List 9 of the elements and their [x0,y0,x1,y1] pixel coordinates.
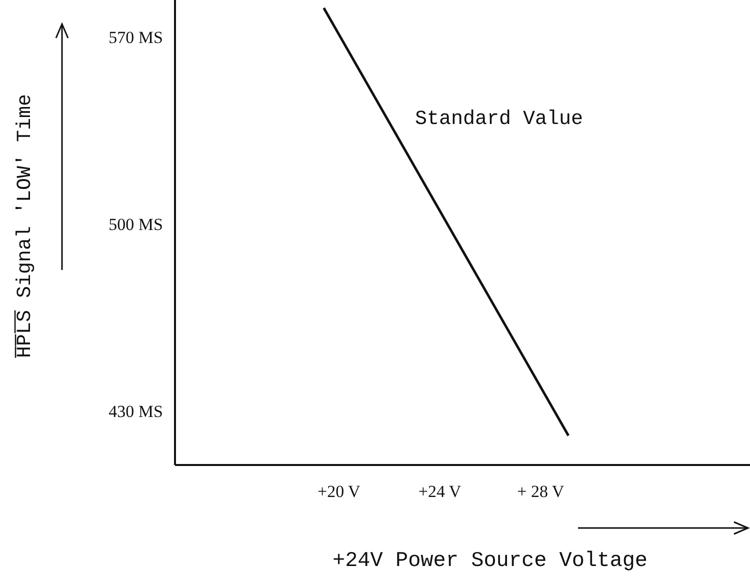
annotation: Standard Value [415,108,584,131]
y-tick-label: 500 MS [108,214,163,234]
x-tick-label: +24 V [418,482,462,502]
y-tick-label: 570 MS [108,28,163,47]
y-axis-title: H̅P̅L̅S̅ Signal 'LOW' Time [14,94,37,358]
x-tick-label: + 28 V [517,482,565,502]
x-tick-label: +20 V [318,482,362,502]
y-tick-label: 430 MS [108,402,163,421]
x-axis-title: +24V Power Source Voltage [332,550,648,573]
